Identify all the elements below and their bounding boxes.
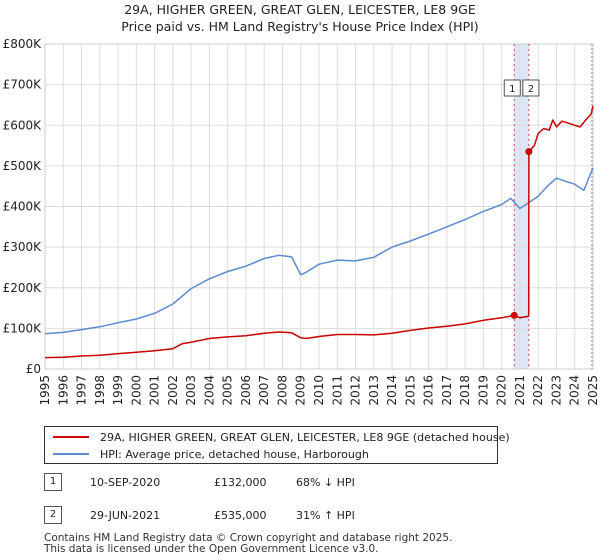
x-tick-label-2024: 2024 [568,375,582,406]
chart-title-line-2: Price paid vs. HM Land Registry's House … [121,19,479,34]
transaction-row-2: 2 29-JUN-2021 £535,000 31% ↑ HPI [44,505,355,525]
y-tick-label-8: £800K [3,37,43,51]
x-tick-label-2020: 2020 [495,375,509,406]
x-tick-label-2002: 2002 [166,375,180,406]
transaction-date-2: 29-JUN-2021 [90,508,161,522]
x-tick-label-1998: 1998 [93,375,107,406]
sale-badge-label-1: 1 [509,84,515,95]
x-tick-label-2003: 2003 [184,375,198,406]
transaction-hpi-change-1: 68% ↓ HPI [296,475,355,489]
sale-point-2 [525,148,533,156]
x-tick-label-2001: 2001 [148,375,162,406]
x-tick-label-2017: 2017 [440,375,454,406]
y-tick-label-5: £500K [3,159,43,173]
legend-swatch-hpi [53,453,89,455]
legend-label-property: 29A, HIGHER GREEN, GREAT GLEN, LEICESTER… [100,430,510,444]
property-price-line [44,105,594,359]
transaction-price-1: £132,000 [214,475,267,489]
x-tick-label-2006: 2006 [239,375,253,406]
transaction-row-1: 1 10-SEP-2020 £132,000 68% ↓ HPI [44,472,355,492]
y-tick-label-6: £600K [3,118,43,132]
legend-label-hpi: HPI: Average price, detached house, Harb… [100,447,369,461]
x-tick-label-2005: 2005 [221,375,235,406]
transaction-date-1: 10-SEP-2020 [90,475,161,489]
price-chart: £0 £100K £200K £300K £400K £500K £600K £700K £80… [3,37,600,406]
legend-item-property: 29A, HIGHER GREEN, GREAT GLEN, LEICESTER… [53,429,510,445]
y-tick-label-3: £300K [3,240,43,254]
x-tick-label-2023: 2023 [549,375,563,406]
x-tick-label-2016: 2016 [422,375,436,406]
footer-copyright: Contains HM Land Registry data © Crown c… [44,532,453,544]
x-tick-label-2000: 2000 [129,375,143,406]
legend: 29A, HIGHER GREEN, GREAT GLEN, LEICESTER… [44,426,510,464]
y-tick-label-7: £700K [3,78,43,92]
sale-badge-box-1 [503,79,521,97]
legend-item-hpi: HPI: Average price, detached house, Harb… [53,446,369,462]
x-tick-label-2021: 2021 [513,375,527,406]
x-tick-label-2014: 2014 [385,375,399,406]
sale-badge-label-2: 2 [528,84,534,95]
y-tick-label-0: £0 [26,362,41,376]
x-tick-label-2007: 2007 [257,375,271,406]
transaction-price-2: £535,000 [214,508,267,522]
x-tick-label-2025: 2025 [586,375,600,406]
y-tick-label-2: £200K [3,281,43,295]
y-tick-label-1: £100K [3,321,43,335]
chart-title-line-1: 29A, HIGHER GREEN, GREAT GLEN, LEICESTER… [124,2,476,17]
y-tick-label-4: £400K [3,200,43,214]
x-tick-label-2008: 2008 [275,375,289,406]
x-tick-label-1999: 1999 [111,375,125,406]
legend-swatch-property [53,436,89,438]
transaction-badge-2: 2 [44,506,62,524]
footer-licence: This data is licensed under the Open Gov… [44,543,379,555]
transaction-hpi-change-2: 31% ↑ HPI [296,508,355,522]
x-tick-label-2019: 2019 [476,375,490,406]
sale-point-1 [510,311,518,319]
x-tick-label-1996: 1996 [56,375,70,406]
x-tick-label-1997: 1997 [75,375,89,406]
x-tick-label-1995: 1995 [38,375,52,406]
x-tick-label-2018: 2018 [458,375,472,406]
sale-badge-box-2 [522,79,540,97]
x-tick-label-2011: 2011 [330,375,344,406]
x-tick-label-2010: 2010 [312,375,326,406]
x-tick-label-2015: 2015 [403,375,417,406]
plot-frame [44,43,594,370]
x-tick-label-2004: 2004 [202,375,216,406]
x-tick-label-2012: 2012 [349,375,363,406]
x-tick-label-2013: 2013 [367,375,381,406]
x-tick-label-2009: 2009 [294,375,308,406]
x-tick-label-2022: 2022 [531,375,545,406]
transaction-badge-1: 1 [44,473,62,491]
hpi-line [44,167,594,335]
